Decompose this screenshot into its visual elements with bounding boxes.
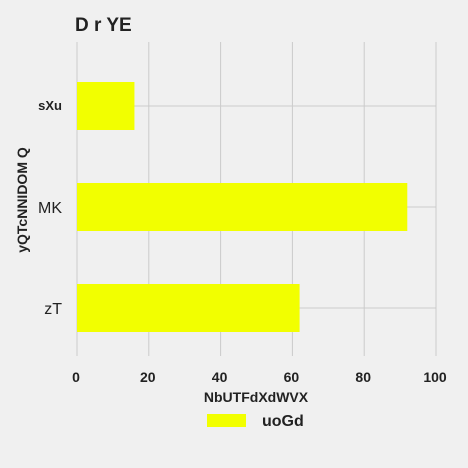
x-tick-label: 0 [72,369,80,385]
x-tick-label: 40 [212,369,228,385]
x-tick-label: 20 [140,369,156,385]
bar-sXu [77,82,135,130]
x-axis-label: NbUTFdXdWVX [204,389,309,405]
x-tick-label: 80 [355,369,371,385]
bar-zT [77,284,300,332]
legend: uoGd [207,413,304,430]
legend-label-uoGd: uoGd [262,413,304,430]
y-tick-label: sXu [38,98,62,113]
y-axis-label: yQTcNNIDOM Q [14,147,30,253]
x-axis-ticks: 0 20 40 60 80 100 [72,369,447,385]
y-tick-label: MK [38,200,62,217]
y-tick-label: zT [44,301,62,318]
bars [77,82,408,332]
legend-swatch-uoGd [207,414,246,427]
bar-MK [77,183,408,231]
x-tick-label: 60 [284,369,300,385]
x-tick-label: 100 [423,369,447,385]
y-axis-ticks: sXu MK zT [38,98,62,318]
chart-title: D r YE [75,15,132,36]
